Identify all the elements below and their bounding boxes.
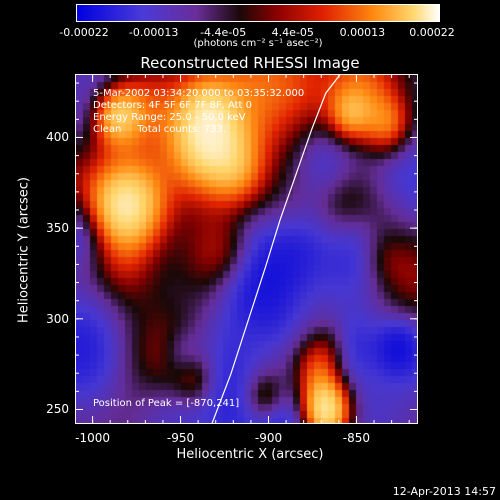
colorbar xyxy=(76,4,440,22)
x-tick-label: -950 xyxy=(166,431,195,445)
y-tick-label: 400 xyxy=(46,130,69,145)
y-tick-label: 350 xyxy=(46,221,69,236)
colorbar-tick-label: 0.00022 xyxy=(409,26,455,39)
y-axis-label: Heliocentric Y (arcsec) xyxy=(16,177,32,323)
limb-line xyxy=(211,75,341,423)
render-date: 12-Apr-2013 14:57 xyxy=(392,485,496,498)
heatmap-image xyxy=(76,75,417,423)
x-tick-label: -850 xyxy=(342,431,371,445)
x-axis-label: Heliocentric X (arcsec) xyxy=(176,447,324,462)
info-energy: Energy Range: 25.0 - 50.0 keV xyxy=(93,112,246,123)
colorbar-tick-label: 0.00013 xyxy=(339,26,386,39)
colorbar-units: (photons cm⁻² s⁻¹ asec⁻²) xyxy=(193,38,323,49)
colorbar-tick-label: -0.00022 xyxy=(59,26,109,39)
y-tick-label: 300 xyxy=(46,311,69,326)
chart-title: Reconstructed RHESSI Image xyxy=(140,54,360,72)
x-tick-label: -900 xyxy=(254,431,283,445)
plot-area xyxy=(75,74,418,424)
y-tick-label: 250 xyxy=(46,402,69,417)
info-clean: Clean Total counts: 733. xyxy=(93,124,227,135)
colorbar-tick-label: 4.4e-05 xyxy=(271,26,314,39)
colorbar-tick-label: -0.00013 xyxy=(128,26,179,39)
peak-position: Position of Peak = [-870,241] xyxy=(93,398,240,409)
info-time-range: 5-Mar-2002 03:34:20.000 to 03:35:32.000 xyxy=(93,88,305,99)
info-detectors: Detectors: 4F 5F 6F 7F 8F, Att 0 xyxy=(93,100,253,111)
colorbar-tick-label: -4.4e-05 xyxy=(200,26,247,39)
solar-limb-curve xyxy=(211,75,341,423)
x-tick-label: -1000 xyxy=(75,431,111,445)
